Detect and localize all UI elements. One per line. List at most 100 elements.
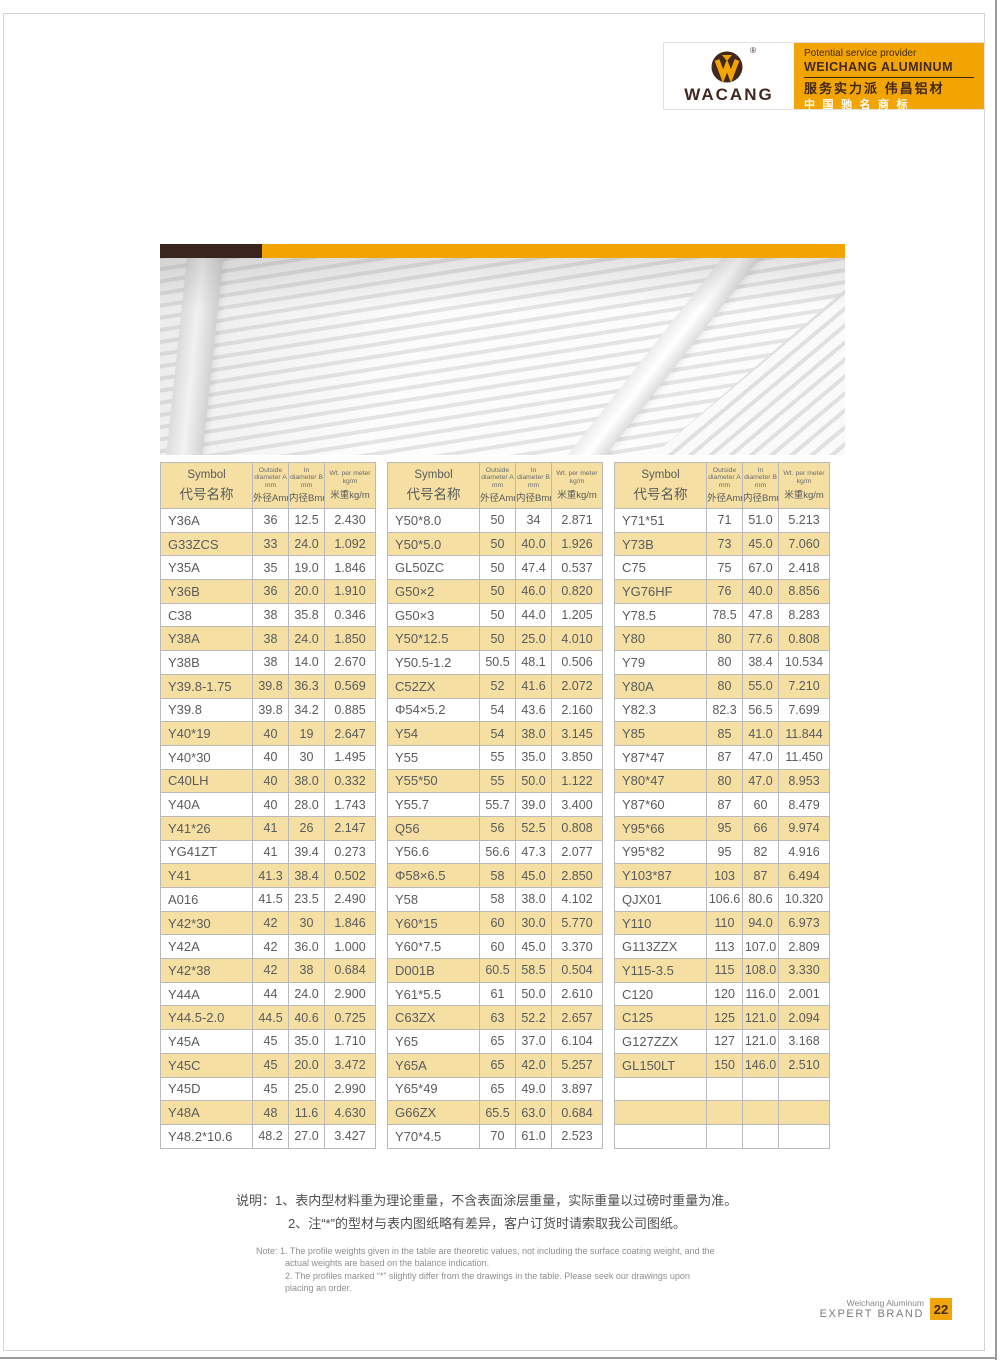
value-cell: 106.6 xyxy=(706,887,743,912)
page-number-badge: 22 xyxy=(930,1298,952,1320)
column-header-en: Symbol xyxy=(641,468,680,481)
symbol-cell: G33ZCS xyxy=(160,531,253,557)
symbol-cell: Y38B xyxy=(160,650,253,675)
value-cell: 3.168 xyxy=(778,1029,830,1054)
value-cell xyxy=(742,1076,779,1102)
value-cell: 42 xyxy=(252,958,289,983)
symbol-cell: Y40A xyxy=(160,792,253,817)
value-cell: 14.0 xyxy=(288,650,325,675)
banner-bar-orange xyxy=(262,244,845,258)
column-header-en: In diameter B mm xyxy=(744,466,777,489)
value-cell: 2.160 xyxy=(551,697,603,723)
value-cell: 39.4 xyxy=(288,839,325,865)
value-cell: 103 xyxy=(706,863,743,888)
symbol-cell: Y36A xyxy=(160,508,253,533)
tagline-en-1: Potential service provider xyxy=(804,48,917,59)
value-cell: 38.4 xyxy=(288,863,325,888)
table-row: C40LH 40 38.0 0.332 xyxy=(160,768,376,794)
value-cell: 0.537 xyxy=(551,555,603,581)
symbol-cell: G127ZZX xyxy=(614,1029,707,1054)
symbol-cell: Y85 xyxy=(614,721,707,746)
value-cell: 2.990 xyxy=(324,1076,376,1102)
table-row: Y61*5.5 61 50.0 2.610 xyxy=(387,981,603,1007)
symbol-cell: Y39.8 xyxy=(160,697,253,723)
column-header: Symbol 代号名称 xyxy=(614,462,707,509)
column-header-cn: 代号名称 xyxy=(406,486,461,502)
logo-box: ® WACANG xyxy=(664,43,794,109)
symbol-cell: Y110 xyxy=(614,910,707,936)
value-cell: 2.523 xyxy=(551,1123,603,1149)
value-cell: 36.0 xyxy=(288,934,325,960)
value-cell: 60 xyxy=(742,792,779,817)
value-cell: 0.820 xyxy=(551,579,603,604)
column-header-en: In diameter B mm xyxy=(290,466,323,489)
page-edge-bottom xyxy=(0,1357,997,1359)
header-row: Symbol 代号名称 Outside diameter A mm 外径AmmIn d… xyxy=(614,462,830,509)
symbol-cell: Y65A xyxy=(387,1052,480,1078)
banner-top-bar xyxy=(160,244,845,258)
symbol-cell: Y65 xyxy=(387,1029,480,1054)
value-cell: 0.725 xyxy=(324,1005,376,1031)
value-cell: 65 xyxy=(479,1029,516,1054)
value-cell: 45.0 xyxy=(742,531,779,557)
value-cell: 2.147 xyxy=(324,815,376,841)
header-row: Symbol 代号名称 Outside diameter A mm 外径AmmIn d… xyxy=(160,462,376,509)
column-header-cn: 内径Bmm xyxy=(516,493,551,505)
symbol-cell: Y78.5 xyxy=(614,602,707,628)
value-cell: 39.8 xyxy=(252,673,289,699)
value-cell: 95 xyxy=(706,839,743,865)
value-cell: 47.0 xyxy=(742,768,779,794)
value-cell: 55 xyxy=(479,768,516,794)
symbol-cell: Y42*38 xyxy=(160,958,253,983)
column-header-en: Wt. per meter kg/m xyxy=(783,470,825,485)
table-row: Y42*38 42 38 0.684 xyxy=(160,958,376,983)
value-cell: 3.400 xyxy=(551,792,603,817)
symbol-cell: Y42*30 xyxy=(160,910,253,936)
column-header: In diameter B mm 内径Bmm xyxy=(515,462,552,509)
value-cell: 8.283 xyxy=(778,602,830,628)
value-cell: 150 xyxy=(706,1052,743,1078)
symbol-cell: Y71*51 xyxy=(614,508,707,533)
value-cell: 146.0 xyxy=(742,1052,779,1078)
table-row: A016 41.5 23.5 2.490 xyxy=(160,887,376,912)
value-cell xyxy=(706,1100,743,1125)
value-cell: 47.0 xyxy=(742,744,779,770)
value-cell: 8.856 xyxy=(778,579,830,604)
value-cell: 0.569 xyxy=(324,673,376,699)
note-en-line-1: Note: 1. The profile weights given in th… xyxy=(256,1245,715,1256)
ceiling-photo xyxy=(160,258,845,455)
value-cell: 40 xyxy=(252,721,289,746)
value-cell: 24.0 xyxy=(288,981,325,1007)
value-cell: 2.072 xyxy=(551,673,603,699)
column-header-cn: 代号名称 xyxy=(179,486,234,502)
table-row: Y40*30 40 30 1.495 xyxy=(160,744,376,770)
table-row: QJX01 106.6 80.6 10.320 xyxy=(614,887,830,912)
table-row: Y78.5 78.5 47.8 8.283 xyxy=(614,602,830,628)
table-row: Q56 56 52.5 0.808 xyxy=(387,815,603,841)
value-cell: 115 xyxy=(706,958,743,983)
value-cell xyxy=(778,1076,830,1102)
value-cell: 25.0 xyxy=(515,626,552,652)
value-cell: 2.647 xyxy=(324,721,376,746)
value-cell: 38.0 xyxy=(288,768,325,794)
value-cell: 2.809 xyxy=(778,934,830,960)
value-cell: 37.0 xyxy=(515,1029,552,1054)
value-cell: 4.916 xyxy=(778,839,830,865)
symbol-cell: Y58 xyxy=(387,887,480,912)
symbol-cell: C75 xyxy=(614,555,707,581)
table-row: Y48A 48 11.6 4.630 xyxy=(160,1100,376,1125)
value-cell: 10.534 xyxy=(778,650,830,675)
symbol-cell: Y35A xyxy=(160,555,253,581)
note-en-line-2: actual weights are based on the balance … xyxy=(285,1258,490,1269)
value-cell: 2.418 xyxy=(778,555,830,581)
table-row xyxy=(614,1100,830,1125)
table-row: Y38B 38 14.0 2.670 xyxy=(160,650,376,675)
value-cell xyxy=(742,1123,779,1149)
value-cell: 38 xyxy=(252,602,289,628)
value-cell: 35 xyxy=(252,555,289,581)
value-cell: 43.6 xyxy=(515,697,552,723)
value-cell: 61 xyxy=(479,981,516,1007)
tagline-cn-2: 中国驰名商标 xyxy=(804,99,915,111)
symbol-cell: YG41ZT xyxy=(160,839,253,865)
symbol-cell: Y60*7.5 xyxy=(387,934,480,960)
